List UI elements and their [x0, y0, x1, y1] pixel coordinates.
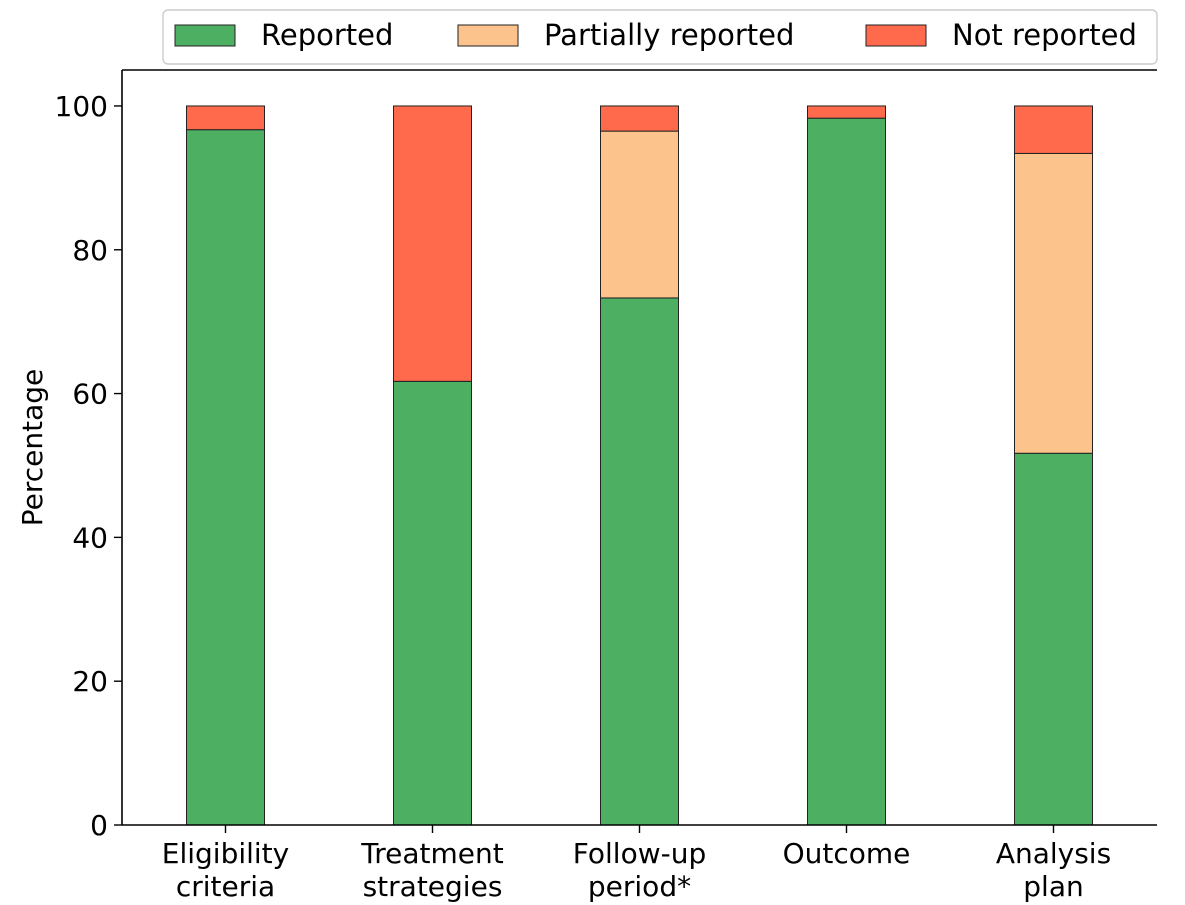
bar-segment-not-reported-3	[807, 105, 886, 119]
bar-segment-partially-reported-4	[1014, 152, 1093, 454]
axes-layer: 0 20 40 60 80 100 Eligibility criteria Treatment…	[16, 69, 1157, 903]
bar-segment-reported-4	[1014, 452, 1093, 826]
bar-segment-reported-2	[600, 297, 679, 826]
x-tick-label: Eligibility criteria	[162, 837, 289, 903]
legend-label-not-reported: Not reported	[952, 18, 1137, 52]
legend: Reported Partially reported Not reported	[162, 9, 1158, 65]
bar-segment-not-reported-1	[393, 105, 472, 382]
y-tick-label: 40	[72, 521, 108, 554]
bars-layer	[186, 105, 1093, 826]
y-tick-label: 20	[72, 665, 108, 698]
y-tick-label: 60	[72, 378, 108, 411]
legend-swatch-not-reported	[865, 24, 927, 47]
x-tick-label: Follow-up period*	[573, 837, 706, 903]
legend-label-partially-reported: Partially reported	[544, 18, 794, 52]
legend-label-reported: Reported	[261, 18, 393, 52]
bar-segment-not-reported-0	[186, 105, 265, 131]
x-tick-label: Analysis plan	[996, 837, 1111, 903]
y-tick-label: 80	[72, 234, 108, 267]
legend-frame	[162, 9, 1158, 65]
y-tick-label: 0	[90, 809, 108, 842]
bar-segment-not-reported-2	[600, 105, 679, 132]
x-tick-label: Outcome	[783, 837, 911, 870]
bar-segment-not-reported-4	[1014, 105, 1093, 154]
x-tick-label: Treatment strategies	[360, 837, 503, 903]
y-tick-label: 100	[55, 90, 108, 123]
bar-segment-reported-3	[807, 117, 886, 826]
bar-segment-partially-reported-2	[600, 130, 679, 299]
bar-segment-reported-0	[186, 129, 265, 826]
legend-swatch-reported	[174, 24, 236, 47]
legend-swatch-partially-reported	[457, 24, 519, 47]
bar-segment-reported-1	[393, 380, 472, 826]
y-axis-label: Percentage	[16, 369, 49, 527]
